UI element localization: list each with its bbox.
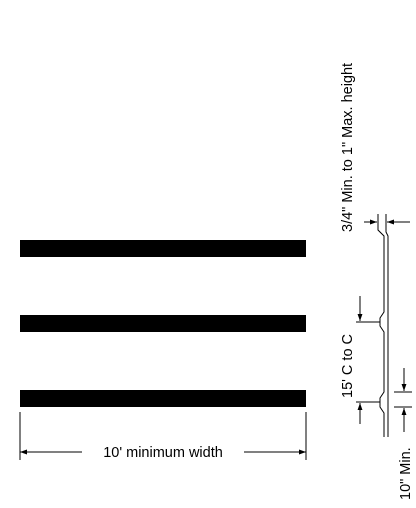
stripes-group bbox=[20, 240, 306, 407]
profile-outline-right bbox=[385, 222, 389, 437]
stripe-middle bbox=[20, 315, 306, 332]
height-dimension: 3/4" Min. to 1" Max. height bbox=[340, 63, 410, 232]
width-dimension: 10' minimum width bbox=[19, 412, 307, 461]
min-depth-label: 10" Min. bbox=[398, 447, 414, 500]
spacing-label: 15' C to C bbox=[340, 334, 356, 398]
stripe-bottom bbox=[20, 390, 306, 407]
profile-outline bbox=[377, 218, 385, 437]
width-label: 10' minimum width bbox=[103, 445, 223, 461]
stripe-top bbox=[20, 240, 306, 257]
height-spec-label: 3/4" Min. to 1" Max. height bbox=[340, 63, 356, 232]
spacing-dimension: 15' C to C bbox=[340, 296, 380, 424]
min-depth-dimension: 10" Min. bbox=[394, 368, 414, 500]
